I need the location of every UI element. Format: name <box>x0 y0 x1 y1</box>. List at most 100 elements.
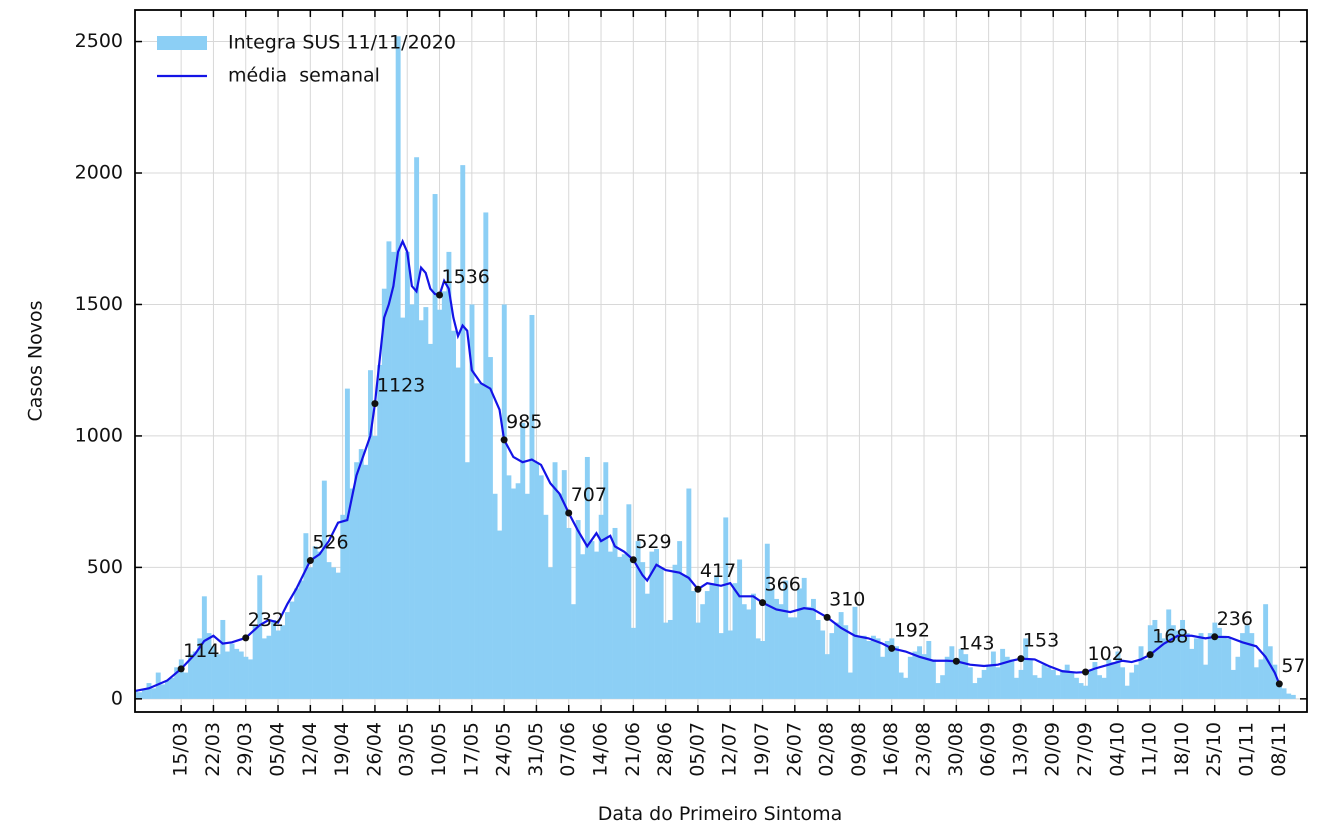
bar <box>146 683 152 699</box>
bar <box>1041 664 1047 699</box>
bar <box>183 672 189 699</box>
bar <box>1235 656 1241 699</box>
bar <box>760 641 766 699</box>
bar <box>487 357 493 699</box>
bar <box>409 304 415 699</box>
bar <box>783 580 789 699</box>
bar <box>995 667 1001 699</box>
x-tick-label: 25/10 <box>1203 722 1225 777</box>
bar <box>644 593 650 699</box>
bar <box>824 654 830 699</box>
bar <box>206 633 212 699</box>
x-tick-label: 20/09 <box>1042 722 1064 777</box>
annotation-marker <box>952 657 960 665</box>
bar <box>1166 609 1172 699</box>
bar <box>921 654 927 699</box>
bar <box>294 588 300 699</box>
bar <box>1129 672 1135 699</box>
bar <box>1037 677 1042 699</box>
annotation-label: 526 <box>312 532 348 554</box>
bar <box>704 591 710 699</box>
bar <box>414 157 420 699</box>
bar <box>686 488 692 699</box>
bar <box>1281 688 1287 699</box>
bar <box>1184 633 1190 699</box>
bar <box>455 367 461 699</box>
bar <box>838 612 844 699</box>
y-tick-label: 2000 <box>75 162 123 184</box>
bar <box>612 527 618 699</box>
x-tick-label: 24/05 <box>493 722 515 777</box>
bar <box>1217 627 1222 699</box>
bar <box>423 307 429 699</box>
bar <box>1193 638 1199 699</box>
bar <box>432 194 438 699</box>
bar <box>695 622 701 699</box>
bar <box>797 588 803 699</box>
x-tick-label: 26/07 <box>783 722 805 777</box>
bar <box>1014 677 1019 699</box>
annotation-label: 1536 <box>442 266 490 288</box>
bar <box>1189 648 1195 699</box>
bar <box>515 483 521 699</box>
annotation-label: 707 <box>571 484 607 506</box>
x-tick-label: 01/11 <box>1236 722 1258 777</box>
bar <box>511 488 516 699</box>
bar <box>1073 677 1079 699</box>
x-tick-label: 29/03 <box>234 722 256 777</box>
bar <box>672 564 678 699</box>
bar <box>1060 669 1066 699</box>
bar <box>1263 604 1269 699</box>
bar <box>520 422 526 699</box>
bar <box>607 551 613 699</box>
bar <box>1069 672 1075 699</box>
bar <box>718 633 724 699</box>
bar <box>164 680 170 699</box>
bar <box>1143 659 1149 699</box>
bar <box>363 464 369 699</box>
bar <box>229 643 235 699</box>
bar <box>700 604 706 699</box>
bar <box>460 165 466 699</box>
bar <box>958 648 964 699</box>
bar <box>769 588 775 699</box>
annotation-marker <box>500 436 508 444</box>
bar <box>635 541 641 699</box>
annotation-label: 1123 <box>377 375 425 397</box>
annotation-label: 114 <box>183 640 219 662</box>
x-tick-label: 28/06 <box>654 722 676 777</box>
bar <box>492 493 498 699</box>
x-tick-label: 26/04 <box>363 722 385 777</box>
y-tick-label: 1000 <box>75 424 123 446</box>
bar <box>266 635 272 699</box>
x-tick-label: 03/05 <box>396 722 418 777</box>
bar <box>428 343 433 699</box>
annotation-label: 143 <box>958 632 994 654</box>
bar <box>529 314 535 699</box>
bar <box>820 630 826 699</box>
bar <box>1258 659 1264 699</box>
bar <box>806 606 812 699</box>
bar <box>372 435 378 699</box>
y-tick-label: 2500 <box>75 30 123 52</box>
bar <box>234 648 240 699</box>
bar <box>1106 659 1112 699</box>
bar <box>483 212 489 699</box>
bar <box>954 659 959 699</box>
annotation-marker <box>242 634 250 642</box>
bar <box>691 591 696 699</box>
bar <box>497 530 503 699</box>
x-tick-label: 06/09 <box>977 722 999 777</box>
bar <box>354 462 360 699</box>
y-tick-label: 1500 <box>75 293 123 315</box>
bar <box>1009 659 1015 699</box>
bar <box>169 677 175 699</box>
bar <box>391 251 397 699</box>
bar <box>1203 664 1209 699</box>
bar <box>340 514 346 699</box>
x-tick-label: 08/11 <box>1268 722 1290 777</box>
bar <box>1180 619 1186 699</box>
bar <box>243 656 249 699</box>
x-tick-label: 19/04 <box>331 722 353 777</box>
bar <box>621 554 627 699</box>
